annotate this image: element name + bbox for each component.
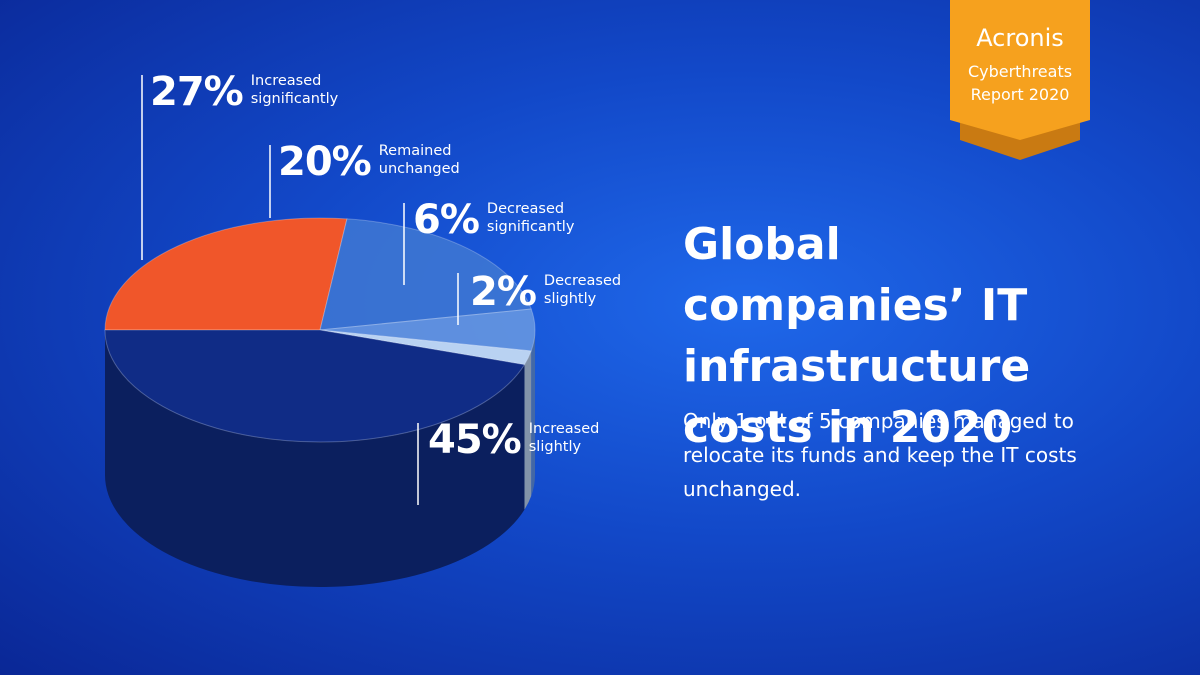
- slice-side: [531, 330, 535, 496]
- slice: [319, 329, 532, 366]
- data-label: 6% Decreased significantly: [413, 198, 582, 242]
- category-label: Decreased slightly: [543, 273, 622, 307]
- slice: [319, 308, 536, 352]
- slice: [319, 218, 532, 331]
- category-label: Increased significantly: [250, 73, 339, 107]
- slice: [104, 329, 526, 443]
- value-label: 6%: [413, 197, 480, 243]
- chart-subtitle: Only 1 out of 5 companies managed to rel…: [683, 409, 1077, 501]
- report-name: Cyberthreats Report 2020: [967, 62, 1073, 104]
- slice-side: [105, 330, 525, 588]
- category-label: Remained unchanged: [378, 143, 460, 177]
- value-label: 45%: [428, 417, 522, 463]
- data-label: 20% Remained unchanged: [278, 140, 474, 184]
- value-label: 2%: [470, 269, 537, 315]
- data-label: 45% Increased slightly: [428, 418, 624, 462]
- badge-body: [950, 0, 1090, 140]
- chart-title: Global companies’ IT infrastructure cost…: [683, 219, 1031, 453]
- value-label: 27%: [150, 69, 244, 115]
- brand-name: Acronis: [976, 24, 1064, 52]
- category-label: Decreased significantly: [486, 201, 575, 235]
- badge: [950, 0, 1090, 160]
- slice-side: [524, 350, 532, 510]
- value-label: 20%: [278, 139, 372, 185]
- data-label: 2% Decreased slightly: [470, 270, 639, 314]
- data-label: 27% Increased significantly: [150, 70, 346, 114]
- category-label: Increased slightly: [528, 421, 600, 455]
- slice: [104, 217, 348, 331]
